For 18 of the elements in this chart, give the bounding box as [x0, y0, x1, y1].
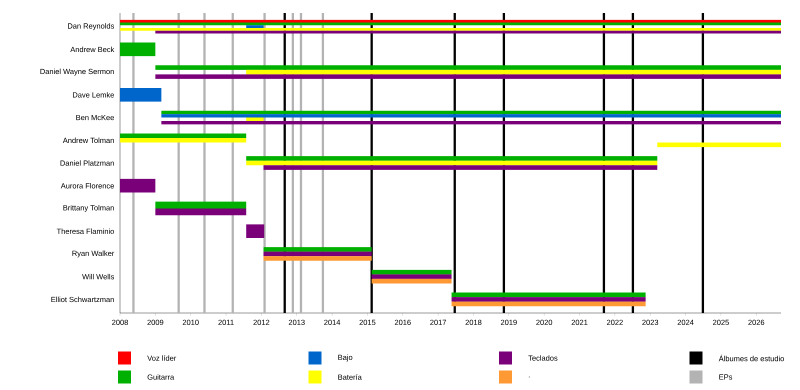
bar: [372, 274, 452, 279]
bar: [246, 118, 264, 121]
bar: [372, 278, 452, 284]
bar: [120, 138, 246, 143]
bar: [657, 142, 782, 148]
bar: [120, 133, 246, 138]
bar: [246, 160, 658, 166]
bar: [264, 256, 372, 261]
bar: [246, 25, 264, 28]
bar: [264, 247, 372, 252]
bar: [161, 114, 782, 118]
bar: [452, 302, 646, 306]
bar: [155, 74, 782, 79]
bar: [372, 270, 452, 274]
bar: [120, 20, 782, 23]
bar: [264, 252, 372, 256]
bar: [246, 156, 658, 161]
bar: [452, 297, 646, 302]
